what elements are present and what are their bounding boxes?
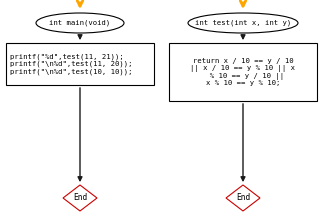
Bar (169, 43, 317, 101)
Text: End: End (236, 194, 250, 203)
Polygon shape (63, 185, 97, 211)
Text: End: End (73, 194, 87, 203)
Ellipse shape (188, 13, 298, 33)
Bar (6, 43, 154, 85)
Text: printf("%d",test(11, 21));
printf("\n%d",test(11, 20));
printf("\n%d",test(10, 1: printf("%d",test(11, 21)); printf("\n%d"… (10, 53, 132, 75)
Polygon shape (226, 185, 260, 211)
Text: int main(void): int main(void) (49, 20, 111, 26)
Ellipse shape (36, 13, 124, 33)
Text: int test(int x, int y): int test(int x, int y) (195, 20, 291, 26)
Text: return x / 10 == y / 10
|| x / 10 == y % 10 || x
  % 10 == y / 10 ||
x % 10 == y: return x / 10 == y / 10 || x / 10 == y %… (190, 57, 295, 86)
